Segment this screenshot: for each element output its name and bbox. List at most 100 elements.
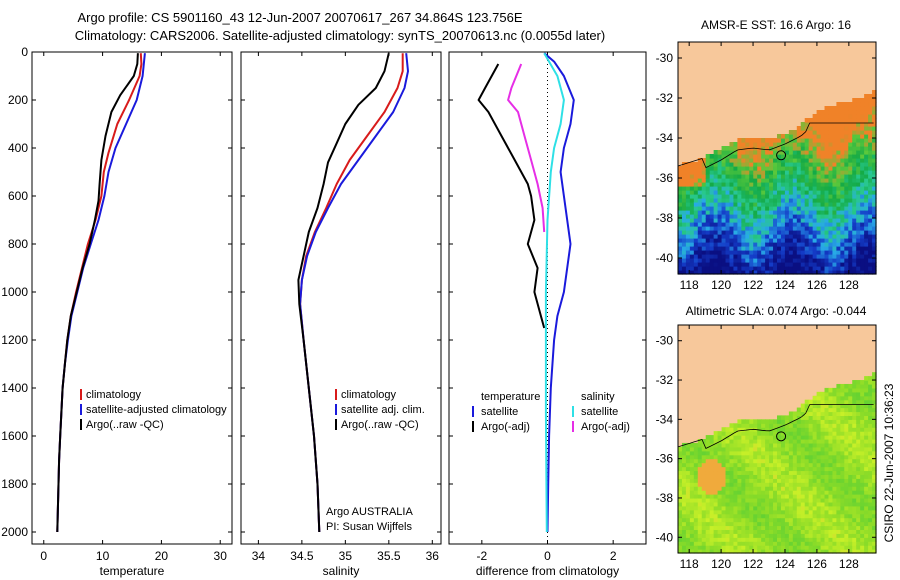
map-cell [753, 505, 758, 511]
map-cell [856, 399, 861, 405]
map-cell [860, 478, 865, 483]
map-cell [780, 222, 786, 227]
map-cell [784, 262, 790, 267]
map-cell [769, 198, 774, 203]
map-cell [792, 254, 798, 259]
map-cell [848, 509, 853, 515]
map-cell [721, 470, 727, 475]
map-cell [852, 427, 857, 432]
map-cell [812, 407, 818, 413]
map-cell [701, 194, 707, 199]
map-cell [844, 545, 849, 550]
map-cell [812, 509, 818, 515]
map-cell [788, 482, 794, 487]
map-cell [864, 407, 869, 413]
map-cell [832, 517, 837, 523]
map-cell [678, 537, 683, 542]
map-cell [824, 513, 830, 519]
map-cell [864, 198, 869, 203]
map-cell [765, 439, 770, 444]
map-cell [765, 266, 770, 271]
map-cell [820, 431, 826, 436]
map-cell [713, 158, 719, 163]
map-cell [773, 466, 778, 472]
x-tick-label: 122 [743, 278, 763, 292]
map-cell [777, 246, 782, 251]
map-cell [844, 110, 849, 115]
map-cell [697, 545, 703, 550]
map-cell [773, 521, 778, 527]
map-cell [705, 194, 711, 199]
map-cell [808, 214, 814, 219]
map-cell [816, 214, 822, 219]
map-cell [753, 517, 758, 523]
map-cell [828, 258, 834, 263]
map-cell [745, 242, 750, 247]
map-cell [844, 198, 849, 203]
map-cell [860, 490, 865, 495]
map-cell [721, 154, 727, 159]
map-cell [868, 126, 873, 131]
map-cell [741, 486, 746, 491]
map-cell [856, 407, 861, 413]
map-cell [769, 142, 774, 147]
map-cell [860, 442, 865, 448]
map-cell [697, 513, 703, 519]
map-cell [824, 158, 830, 163]
map-cell [868, 391, 873, 397]
map-cell [856, 490, 861, 495]
map-cell [765, 234, 770, 239]
map-cell [741, 454, 746, 460]
y-tick-label: -38 [656, 491, 674, 505]
map-cell [804, 178, 810, 183]
map-cell [678, 466, 683, 472]
map-cell [828, 509, 834, 515]
map-cell [685, 497, 691, 503]
map-cell [725, 166, 731, 171]
map-cell [824, 549, 830, 554]
map-cell [872, 186, 877, 191]
map-cell [824, 110, 830, 115]
map-cell [788, 439, 794, 444]
map-cell [780, 462, 786, 468]
map-cell [681, 230, 687, 235]
map-cell [844, 166, 849, 171]
map-cell [788, 158, 794, 163]
map-cell [753, 509, 758, 515]
map-cell [852, 517, 857, 523]
map-cell [820, 545, 826, 550]
map-cell [780, 194, 786, 199]
map-cell [848, 470, 853, 475]
map-cell [701, 470, 707, 475]
map-cell [868, 450, 873, 456]
map-cell [721, 158, 727, 163]
map-cell [788, 545, 794, 550]
map-cell [804, 162, 810, 167]
map-cell [780, 186, 786, 191]
map-cell [816, 431, 822, 436]
map-cell [678, 250, 683, 255]
map-cell [816, 513, 822, 519]
map-cell [717, 162, 723, 167]
map-cell [860, 186, 865, 191]
figure-title-line1: Argo profile: CS 5901160_43 12-Jun-2007 … [77, 10, 522, 25]
map-cell [753, 529, 758, 534]
map-cell [689, 242, 695, 247]
y-tick-label: -34 [656, 412, 674, 426]
map-cell [741, 246, 746, 251]
map-cell [840, 505, 845, 511]
map-cell [737, 178, 742, 183]
map-cell [773, 419, 778, 424]
map-cell [864, 254, 869, 259]
map-cell [792, 158, 798, 163]
map-cell [741, 230, 746, 235]
map-cell [745, 419, 750, 424]
map-cell [705, 517, 711, 523]
map-cell [800, 435, 806, 440]
map-cell [737, 541, 742, 546]
map-cell [717, 250, 723, 255]
map-cell [753, 198, 758, 203]
map-cell [757, 154, 762, 159]
map-cell [816, 450, 822, 456]
map-cell [713, 162, 719, 167]
